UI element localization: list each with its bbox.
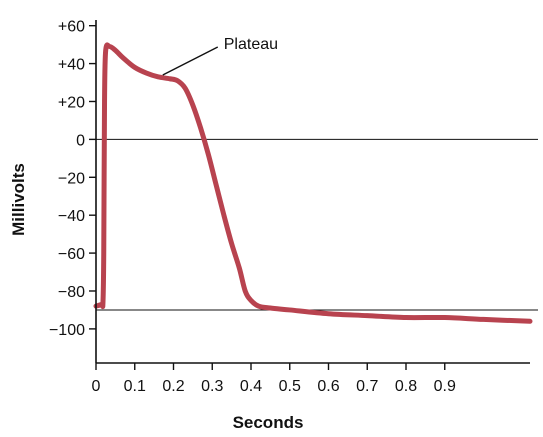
x-tick-label: 0.7: [356, 378, 378, 395]
y-tick-label: +60: [58, 19, 85, 36]
y-tick-label: 0: [76, 132, 85, 149]
y-tick-label: −60: [58, 246, 85, 263]
y-tick-label: −40: [58, 208, 85, 225]
y-axis-title: Millivolts: [9, 163, 28, 236]
x-tick-label: 0.3: [201, 378, 223, 395]
x-tick-label: 0.1: [124, 378, 146, 395]
reference-lines: [96, 138, 538, 311]
annotation-leader-line: [162, 46, 219, 76]
x-tick-label: 0.2: [162, 378, 184, 395]
y-tick-label: +40: [58, 57, 85, 74]
annotations: Plateau: [162, 36, 278, 76]
series-layer: [93, 42, 533, 324]
x-tick-label: 0.5: [279, 378, 301, 395]
y-tick-label: −100: [49, 322, 85, 339]
x-tick-label: 0.6: [317, 378, 339, 395]
y-tick-label: −20: [58, 170, 85, 187]
y-tick-label: +20: [58, 94, 85, 111]
x-tick-label: 0: [92, 378, 101, 395]
ticks: +60 +40 +20 0 −20 −40 −60 −80 −100 0 0.1 0.2 0.3 0.4 0…: [49, 19, 456, 395]
x-tick-label: 0.8: [395, 378, 417, 395]
x-tick-label: 0.4: [240, 378, 262, 395]
annotation-label: Plateau: [224, 36, 278, 53]
series-line-0: [93, 42, 533, 324]
y-tick-label: −80: [58, 284, 85, 301]
x-tick-label: 0.9: [434, 378, 456, 395]
axes: [95, 20, 530, 364]
x-axis-title: Seconds: [233, 413, 304, 432]
